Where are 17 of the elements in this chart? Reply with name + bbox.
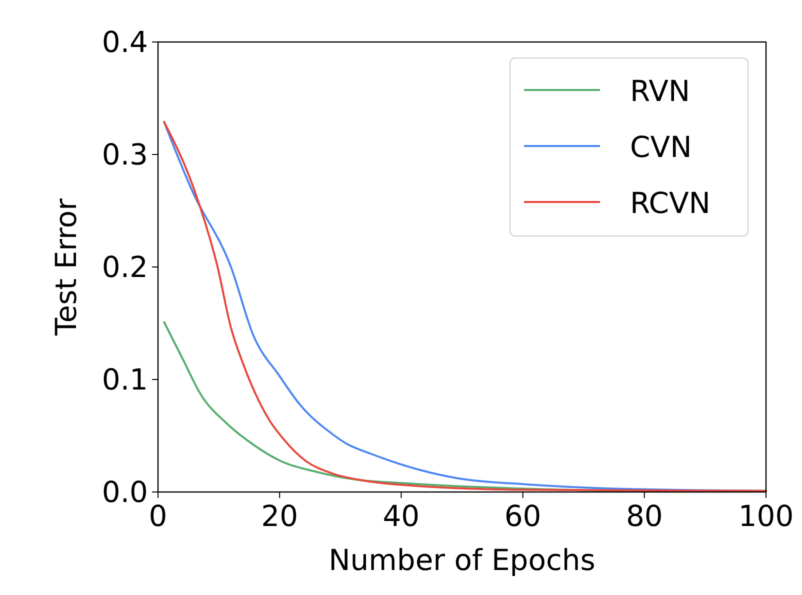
x-tick-label: 0 bbox=[148, 499, 168, 533]
y-tick-label: 0.3 bbox=[102, 138, 148, 172]
y-tick-label: 0.2 bbox=[102, 250, 148, 284]
legend-label: CVN bbox=[630, 130, 692, 164]
line-series bbox=[163, 120, 767, 492]
x-tick-label: 80 bbox=[626, 499, 663, 533]
x-tick-label: 60 bbox=[504, 499, 542, 533]
legend-label: RVN bbox=[630, 74, 690, 108]
y-axis-title: Test Error bbox=[49, 198, 83, 337]
y-tick-label: 0.0 bbox=[102, 475, 148, 509]
x-axis-title: Number of Epochs bbox=[328, 543, 596, 577]
y-tick-label: 0.4 bbox=[102, 25, 148, 59]
legend-label: RCVN bbox=[630, 186, 710, 220]
x-tick-label: 20 bbox=[261, 499, 298, 533]
x-tick-label: 40 bbox=[382, 499, 420, 533]
y-tick-label: 0.1 bbox=[102, 362, 148, 396]
x-tick-label: 100 bbox=[738, 499, 794, 533]
